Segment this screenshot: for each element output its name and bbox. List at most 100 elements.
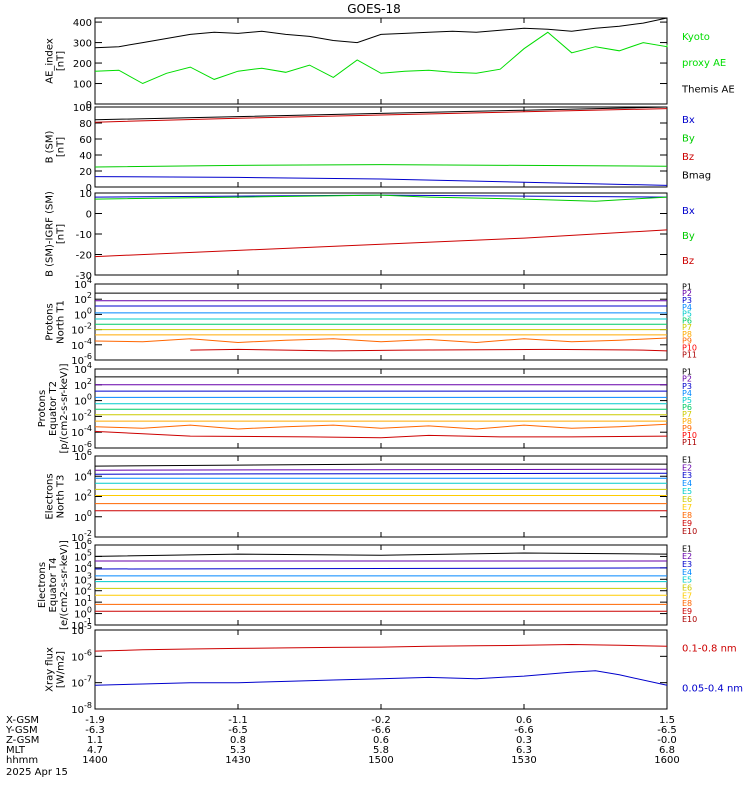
legend-label: E3 xyxy=(682,471,692,480)
y-tick-label: 0 xyxy=(86,210,92,221)
legend-label: E7 xyxy=(682,503,692,512)
panel-frame xyxy=(94,17,668,105)
x-row-label: hhmm xyxy=(6,755,38,766)
legend-label: Bmag xyxy=(682,171,711,182)
legend-label: 0.1-0.8 nm xyxy=(682,644,737,655)
y-tick-label: 10-4 xyxy=(71,337,92,352)
y-axis-label: North T1 xyxy=(56,300,67,344)
y-axis-label: [nT] xyxy=(56,137,67,157)
x-row-value: 0.3 xyxy=(516,735,532,746)
panel-bigrf: -30 -20 -10 0 10 B (SM)-IGRF (SM) [nT] Bx By Bz xyxy=(45,189,695,282)
legend-label: P1 xyxy=(682,282,692,291)
series-line xyxy=(94,176,668,186)
legend-label: P11 xyxy=(682,438,697,447)
series-line xyxy=(94,468,668,471)
x-row-label: X-GSM xyxy=(6,715,39,726)
y-tick-label: 10-7 xyxy=(71,675,92,690)
x-row-value: 1500 xyxy=(368,755,393,766)
legend-label: P5 xyxy=(682,396,692,405)
x-row-value: -6.5 xyxy=(657,725,677,736)
panel-frame xyxy=(94,192,668,276)
x-row-value: -6.6 xyxy=(514,725,534,736)
y-axis-label: AE_index xyxy=(45,38,56,84)
x-row-value: 1.1 xyxy=(87,735,103,746)
x-row-label: Z-GSM xyxy=(6,735,39,746)
y-axis-label: [e/(cm2-s-sr-keV)] xyxy=(59,540,70,630)
legend-label: P7 xyxy=(682,410,692,419)
y-tick-label: 0 xyxy=(86,183,92,194)
legend-label: By xyxy=(682,133,695,144)
y-axis-label: Xray flux xyxy=(45,647,56,692)
x-row-value: 6.8 xyxy=(659,745,675,756)
y-tick-label: 102 xyxy=(74,291,92,306)
series-line xyxy=(94,229,668,258)
x-row-label: MLT xyxy=(6,745,26,756)
x-row-value: -6.3 xyxy=(85,725,105,736)
legend-label: P1 xyxy=(682,368,692,377)
x-row-value: -6.5 xyxy=(228,725,248,736)
legend-label: E9 xyxy=(682,607,692,616)
series-line xyxy=(94,164,668,168)
legend-label: Bz xyxy=(682,152,694,163)
x-row-value: 0.6 xyxy=(516,715,532,726)
panel-frame xyxy=(94,283,668,361)
y-tick-label: 300 xyxy=(73,39,92,50)
legend-label: E10 xyxy=(682,527,697,536)
y-axis-label: Electrons xyxy=(45,473,56,519)
legend-label: P10 xyxy=(682,344,697,353)
x-row-value: -6.6 xyxy=(371,725,391,736)
legend-label: E4 xyxy=(682,568,692,577)
legend-label: P3 xyxy=(682,382,692,391)
y-tick-label: 20 xyxy=(79,167,92,178)
series-line xyxy=(94,430,668,439)
x-row-value: -1.9 xyxy=(85,715,105,726)
y-axis-label: Equator T4 xyxy=(48,558,59,613)
panel-frame xyxy=(94,368,668,449)
x-row-value: 5.8 xyxy=(373,745,389,756)
legend-label: E5 xyxy=(682,576,692,585)
legend-label: E9 xyxy=(682,519,692,528)
x-row-value: 1600 xyxy=(654,755,679,766)
y-tick-label: 10 xyxy=(79,189,92,200)
series-line xyxy=(94,643,668,652)
series-line xyxy=(94,670,668,686)
series-line xyxy=(94,567,668,570)
x-row-value: 0.8 xyxy=(230,735,246,746)
x-row-value: 6.3 xyxy=(516,745,532,756)
x-row-value: -0.0 xyxy=(657,735,677,746)
series-line xyxy=(94,463,667,467)
date-label: 2025 Apr 15 xyxy=(6,767,68,778)
legend-label: Themis AE xyxy=(681,84,735,95)
y-tick-label: 100 xyxy=(74,393,92,408)
legend-label: E6 xyxy=(682,583,692,592)
legend-label: E1 xyxy=(682,455,692,464)
x-row-value: 4.7 xyxy=(87,745,103,756)
y-tick-label: -10 xyxy=(76,230,92,241)
x-row-value: 1.5 xyxy=(659,715,675,726)
y-axis-label: Protons xyxy=(45,303,56,340)
y-tick-label: 60 xyxy=(79,135,92,146)
y-axis-label: Equator T2 xyxy=(48,381,59,436)
legend-label: P5 xyxy=(682,310,692,319)
x-row-value: -1.1 xyxy=(228,715,248,726)
series-line xyxy=(94,423,668,430)
legend-label: By xyxy=(682,231,695,242)
y-axis-label: North T3 xyxy=(56,475,67,519)
series-line xyxy=(190,348,668,352)
legend-label: P8 xyxy=(682,330,692,339)
series-line xyxy=(94,106,668,121)
legend-label: P8 xyxy=(682,417,692,426)
legend-label: P9 xyxy=(682,424,692,433)
panel-frame xyxy=(94,455,668,538)
legend-label: E3 xyxy=(682,560,692,569)
plot-title: GOES-18 xyxy=(347,2,401,16)
y-tick-label: 100 xyxy=(73,103,92,114)
legend-label: P4 xyxy=(682,303,692,312)
y-tick-label: 102 xyxy=(74,489,92,504)
legend-label: E4 xyxy=(682,479,692,488)
series-line xyxy=(94,552,668,557)
y-tick-label: 10-2 xyxy=(71,322,92,337)
legend-label: Kyoto xyxy=(682,32,710,43)
